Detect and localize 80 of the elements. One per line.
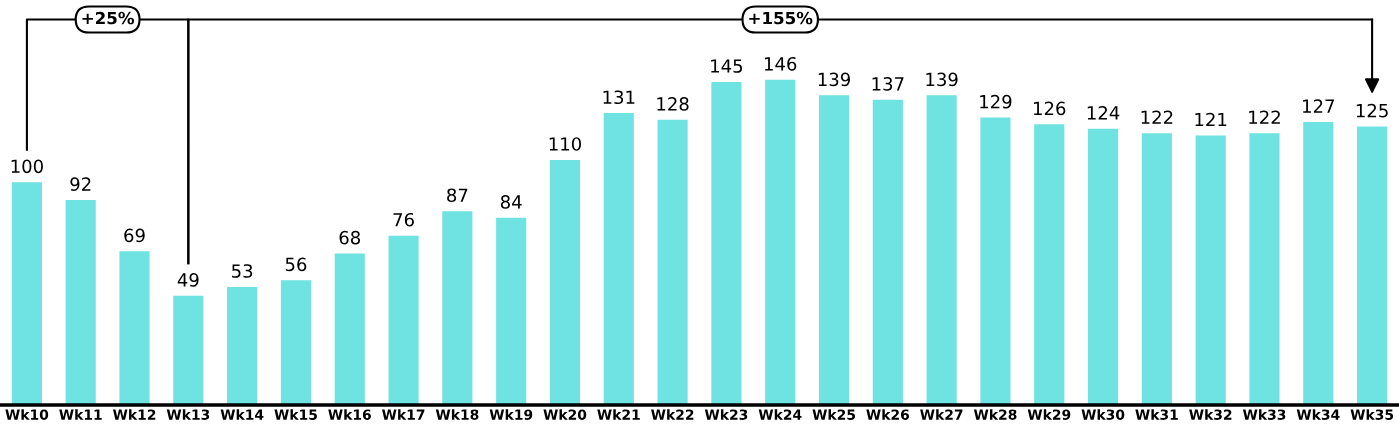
bar bbox=[442, 211, 473, 405]
bar bbox=[818, 95, 850, 405]
x-tick-label: Wk32 bbox=[1189, 409, 1232, 420]
bar bbox=[603, 113, 634, 405]
x-tick-label: Wk15 bbox=[274, 409, 317, 420]
data-label: 137 bbox=[872, 77, 904, 91]
data-label: 139 bbox=[818, 72, 850, 87]
x-tick-label: Wk11 bbox=[59, 409, 102, 420]
text: +25% bbox=[82, 11, 135, 25]
bar bbox=[388, 235, 419, 405]
bar bbox=[1141, 133, 1172, 405]
data-label: 56 bbox=[285, 257, 307, 272]
data-label: 139 bbox=[926, 72, 958, 87]
x-tick-label: Wk16 bbox=[328, 409, 371, 420]
bar bbox=[65, 200, 96, 405]
x-tick-label: Wk22 bbox=[651, 409, 694, 420]
bar bbox=[1195, 135, 1226, 405]
x-tick-label: Wk18 bbox=[435, 409, 479, 420]
bar bbox=[496, 217, 527, 405]
data-label: 127 bbox=[1303, 99, 1334, 113]
bar bbox=[980, 117, 1011, 405]
bar bbox=[1249, 133, 1280, 405]
data-label: 125 bbox=[1356, 103, 1388, 118]
bar bbox=[1034, 124, 1065, 405]
text: +155% bbox=[749, 11, 813, 25]
bar bbox=[657, 119, 688, 405]
x-tick-label: Wk35 bbox=[1350, 409, 1394, 420]
x-tick-label: Wk30 bbox=[1081, 409, 1125, 420]
data-label: 69 bbox=[124, 228, 145, 243]
bar bbox=[765, 79, 796, 405]
x-tick-label: Wk29 bbox=[1027, 409, 1071, 420]
data-label: 100 bbox=[11, 159, 43, 174]
data-label: 122 bbox=[1249, 110, 1280, 124]
bar bbox=[1303, 122, 1334, 405]
x-tick-label: Wk26 bbox=[866, 409, 910, 420]
bar bbox=[872, 99, 903, 405]
x-tick-label: Wk13 bbox=[166, 409, 210, 420]
data-label: 87 bbox=[447, 188, 468, 203]
data-label: 122 bbox=[1141, 110, 1173, 124]
data-label: 53 bbox=[232, 264, 253, 278]
bar bbox=[1087, 128, 1119, 405]
x-tick-label: Wk27 bbox=[920, 409, 963, 420]
bar bbox=[926, 95, 957, 405]
data-label: 121 bbox=[1195, 112, 1227, 127]
bar bbox=[549, 159, 581, 405]
x-tick-label: Wk34 bbox=[1296, 409, 1340, 420]
x-tick-label: Wk17 bbox=[382, 409, 425, 420]
data-label: 84 bbox=[500, 195, 522, 209]
x-tick-label: Wk19 bbox=[489, 409, 533, 420]
x-tick-label: Wk25 bbox=[812, 409, 855, 420]
bar bbox=[711, 81, 742, 405]
data-label: 124 bbox=[1087, 106, 1120, 120]
bar bbox=[334, 253, 365, 405]
data-label: 131 bbox=[603, 90, 635, 105]
data-label: 129 bbox=[980, 94, 1012, 109]
x-tick-label: Wk24 bbox=[758, 409, 802, 420]
data-label: 68 bbox=[339, 230, 360, 245]
bar bbox=[11, 182, 42, 405]
x-tick-label: Wk23 bbox=[704, 409, 748, 420]
data-label: 126 bbox=[1034, 101, 1066, 116]
data-label: 76 bbox=[393, 212, 414, 227]
x-tick-label: Wk21 bbox=[597, 409, 640, 420]
data-label: 145 bbox=[711, 59, 743, 73]
bar bbox=[227, 286, 258, 405]
bar bbox=[1357, 126, 1388, 405]
data-label: 92 bbox=[70, 177, 91, 191]
x-tick-label: Wk28 bbox=[973, 409, 1017, 420]
x-tick-label: Wk33 bbox=[1242, 409, 1286, 420]
data-label: 128 bbox=[657, 97, 689, 111]
x-tick-label: Wk31 bbox=[1135, 409, 1178, 420]
x-tick-label: Wk20 bbox=[543, 409, 587, 420]
bar bbox=[173, 295, 204, 405]
x-tick-label: Wk10 bbox=[5, 409, 49, 420]
x-tick-label: Wk14 bbox=[220, 409, 264, 420]
data-label: 110 bbox=[549, 137, 582, 151]
x-tick-label: Wk12 bbox=[112, 409, 156, 420]
data-label: 49 bbox=[177, 273, 199, 287]
bar bbox=[119, 251, 150, 405]
data-label: 146 bbox=[764, 56, 797, 71]
bar bbox=[280, 280, 312, 405]
